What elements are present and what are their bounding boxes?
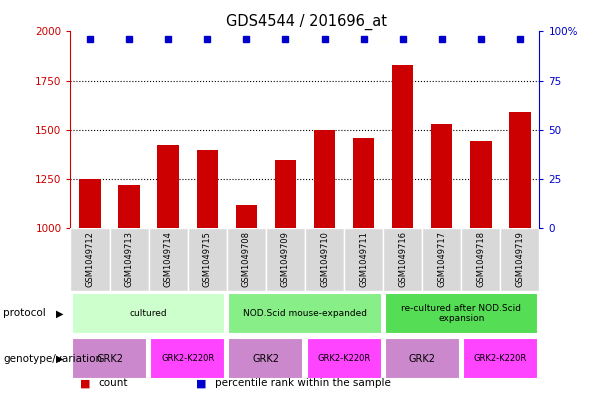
- Bar: [110, 228, 149, 291]
- Bar: [470, 141, 492, 228]
- Bar: [422, 228, 462, 291]
- Bar: [509, 112, 531, 228]
- Bar: [149, 228, 188, 291]
- Bar: [385, 338, 460, 379]
- Text: GSM1049717: GSM1049717: [437, 231, 446, 287]
- Text: ▶: ▶: [56, 354, 63, 364]
- Text: re-cultured after NOD.Scid
expansion: re-cultured after NOD.Scid expansion: [402, 304, 521, 323]
- Text: percentile rank within the sample: percentile rank within the sample: [215, 378, 390, 388]
- Bar: [344, 228, 383, 291]
- Text: GSM1049713: GSM1049713: [124, 231, 134, 287]
- Text: GSM1049711: GSM1049711: [359, 231, 368, 287]
- Bar: [431, 124, 452, 228]
- Bar: [353, 138, 375, 228]
- Text: GSM1049709: GSM1049709: [281, 231, 290, 287]
- Text: GSM1049710: GSM1049710: [320, 231, 329, 287]
- Text: genotype/variation: genotype/variation: [3, 354, 102, 364]
- Text: GSM1049715: GSM1049715: [203, 231, 211, 287]
- Bar: [188, 228, 227, 291]
- Text: ■: ■: [196, 378, 207, 388]
- Bar: [385, 293, 538, 334]
- Bar: [235, 205, 257, 228]
- Text: GDS4544 / 201696_at: GDS4544 / 201696_at: [226, 14, 387, 30]
- Bar: [229, 338, 303, 379]
- Text: count: count: [98, 378, 128, 388]
- Text: protocol: protocol: [3, 309, 46, 318]
- Bar: [118, 185, 140, 228]
- Bar: [275, 160, 296, 228]
- Bar: [383, 228, 422, 291]
- Text: GRK2-K220R: GRK2-K220R: [318, 354, 371, 363]
- Text: GRK2-K220R: GRK2-K220R: [161, 354, 215, 363]
- Bar: [197, 150, 218, 228]
- Bar: [392, 65, 413, 228]
- Text: GRK2-K220R: GRK2-K220R: [474, 354, 527, 363]
- Text: cultured: cultured: [130, 309, 167, 318]
- Text: GSM1049712: GSM1049712: [86, 231, 94, 287]
- Bar: [314, 130, 335, 228]
- Text: NOD.Scid mouse-expanded: NOD.Scid mouse-expanded: [243, 309, 367, 318]
- Text: ■: ■: [80, 378, 90, 388]
- Bar: [150, 338, 225, 379]
- Bar: [72, 293, 225, 334]
- Bar: [227, 228, 266, 291]
- Text: ▶: ▶: [56, 309, 63, 318]
- Bar: [72, 338, 147, 379]
- Text: GRK2: GRK2: [253, 354, 280, 364]
- Text: GSM1049718: GSM1049718: [476, 231, 485, 287]
- Bar: [158, 145, 179, 228]
- Bar: [500, 228, 539, 291]
- Bar: [70, 228, 110, 291]
- Bar: [305, 228, 344, 291]
- Bar: [229, 293, 381, 334]
- Text: GRK2: GRK2: [409, 354, 436, 364]
- Text: GRK2: GRK2: [96, 354, 123, 364]
- Bar: [463, 338, 538, 379]
- Text: GSM1049719: GSM1049719: [516, 231, 524, 287]
- Bar: [306, 338, 381, 379]
- Text: GSM1049708: GSM1049708: [242, 231, 251, 287]
- Text: GSM1049716: GSM1049716: [398, 231, 407, 287]
- Text: GSM1049714: GSM1049714: [164, 231, 173, 287]
- Bar: [266, 228, 305, 291]
- Bar: [79, 179, 101, 228]
- Bar: [462, 228, 500, 291]
